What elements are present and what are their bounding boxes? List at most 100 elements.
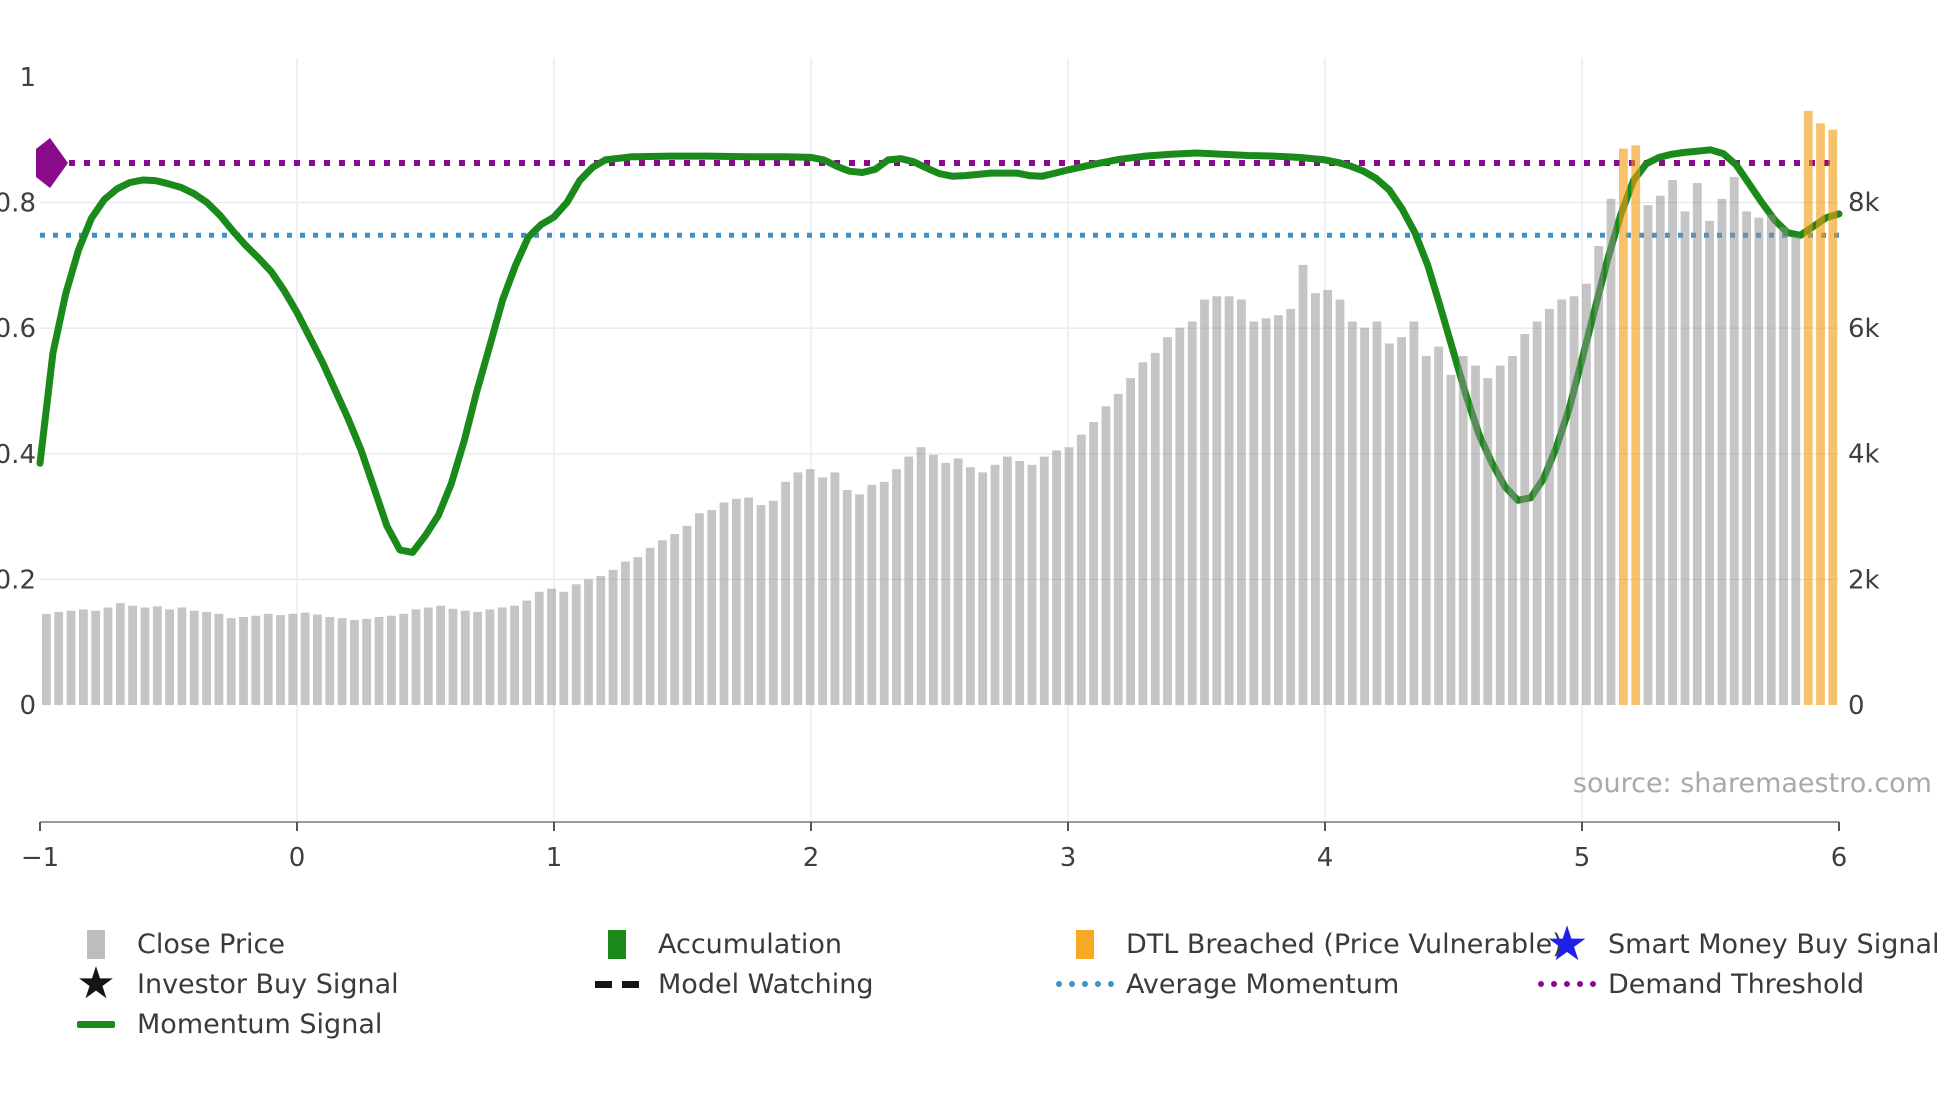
close-price-bar <box>1101 406 1111 705</box>
close-price-bar <box>1569 296 1579 705</box>
close-price-bar <box>1027 464 1037 705</box>
close-price-bar <box>239 617 248 705</box>
legend-item-momentum-signal: Momentum Signal <box>67 1005 382 1043</box>
close-price-bar <box>263 613 273 705</box>
close-price-bar <box>1323 290 1333 705</box>
close-price-bar <box>584 579 593 706</box>
close-price-bar <box>1680 211 1690 705</box>
close-price-bar <box>1089 422 1098 705</box>
close-price-bar <box>436 605 445 705</box>
close-price-bar <box>399 613 409 705</box>
legend-item-average-momentum: Average Momentum <box>1056 965 1399 1003</box>
close-price-bar <box>1446 374 1456 705</box>
close-price-bar <box>547 588 556 705</box>
legend-label: Investor Buy Signal <box>137 968 399 1000</box>
close-price-bar <box>1076 434 1086 705</box>
close-price-bar <box>707 510 717 705</box>
dtl-breached-bar <box>1828 129 1838 705</box>
close-price-bar <box>867 484 877 705</box>
close-price-bar <box>1064 447 1074 705</box>
close-price-bar <box>1397 337 1406 705</box>
blue-star-icon: ★ <box>1545 916 1589 972</box>
black-dash-icon <box>588 965 646 1003</box>
close-price-bar <box>387 615 396 705</box>
legend-label: Demand Threshold <box>1608 968 1865 1000</box>
close-price-bar <box>1742 211 1751 705</box>
close-price-bar <box>892 469 901 705</box>
left-axis-tick-label: 0.2 <box>0 565 36 595</box>
close-price-bar <box>1779 227 1788 705</box>
close-price-bar <box>165 609 174 705</box>
legend-label: Close Price <box>137 928 285 960</box>
close-price-bar <box>1434 346 1443 705</box>
left-axis-tick-label: 0.6 <box>0 314 36 344</box>
close-price-bar <box>1409 321 1419 705</box>
x-tick-label: 3 <box>1060 843 1077 873</box>
close-price-bar <box>1643 205 1653 705</box>
close-price-bar <box>1717 198 1727 705</box>
close-price-bar <box>1003 456 1012 705</box>
close-price-bar <box>695 513 704 705</box>
close-price-bar <box>473 611 482 705</box>
close-price-bar <box>1187 321 1197 705</box>
close-price-bar <box>744 497 753 705</box>
left-axis-tick-label: 1 <box>19 63 36 93</box>
close-price-bar <box>645 547 655 705</box>
close-price-swatch-icon <box>67 925 125 963</box>
legend-label: Average Momentum <box>1126 968 1400 1000</box>
legend-label: DTL Breached (Price Vulnerable) <box>1126 928 1563 960</box>
close-price-bar <box>818 477 827 705</box>
close-price-bar <box>79 609 88 705</box>
close-price-bar <box>1249 321 1259 705</box>
close-price-bar <box>1138 362 1148 705</box>
close-price-bar <box>91 610 101 705</box>
close-price-bar <box>460 610 470 705</box>
close-price-bar <box>1052 450 1061 705</box>
close-price-bar <box>1729 176 1739 705</box>
right-axis-tick-label: 0 <box>1848 691 1865 721</box>
close-price-bar <box>1039 456 1049 705</box>
close-price-bar <box>768 500 778 705</box>
close-price-bar <box>978 472 988 705</box>
close-price-bar <box>1483 378 1493 705</box>
close-price-bar <box>682 525 692 705</box>
close-price-bar <box>251 615 261 705</box>
demand-threshold-marker-icon <box>36 138 68 189</box>
legend-item-dtl-breached: DTL Breached (Price Vulnerable) <box>1056 925 1563 963</box>
close-price-bar <box>1372 321 1382 705</box>
close-price-bar <box>1668 180 1677 705</box>
close-price-bar <box>608 569 618 705</box>
close-price-bar <box>571 584 581 705</box>
close-price-bar <box>1335 299 1345 705</box>
x-tick-label: −1 <box>21 843 59 873</box>
close-price-bar <box>1237 299 1246 705</box>
accumulation-swatch-icon <box>588 925 646 963</box>
close-price-bar <box>140 607 150 705</box>
right-axis-tick-label: 2k <box>1848 565 1880 595</box>
close-price-bar <box>756 505 766 705</box>
close-price-bar <box>1421 356 1431 705</box>
close-price-bar <box>115 603 125 705</box>
close-price-bar <box>362 618 372 705</box>
close-price-bar <box>423 607 433 705</box>
purple-dotted-line-icon <box>1538 965 1596 1003</box>
close-price-bar <box>497 607 507 705</box>
close-price-bar <box>202 611 211 705</box>
x-tick-label: 6 <box>1831 843 1848 873</box>
close-price-bar <box>633 557 643 705</box>
close-price-bar <box>719 502 729 705</box>
close-price-bar <box>300 612 310 705</box>
close-price-bar <box>189 610 199 705</box>
close-price-bar <box>1384 343 1394 705</box>
x-tick-label: 2 <box>803 843 820 873</box>
legend-label: Accumulation <box>658 928 842 960</box>
dtl-breached-bar <box>1619 148 1628 706</box>
close-price-bar <box>855 494 864 705</box>
close-price-bar <box>1200 299 1209 705</box>
dtl-breached-bar <box>1816 123 1825 705</box>
close-price-bar <box>510 605 519 705</box>
close-price-bar <box>1113 393 1123 705</box>
close-price-bar <box>152 606 162 705</box>
